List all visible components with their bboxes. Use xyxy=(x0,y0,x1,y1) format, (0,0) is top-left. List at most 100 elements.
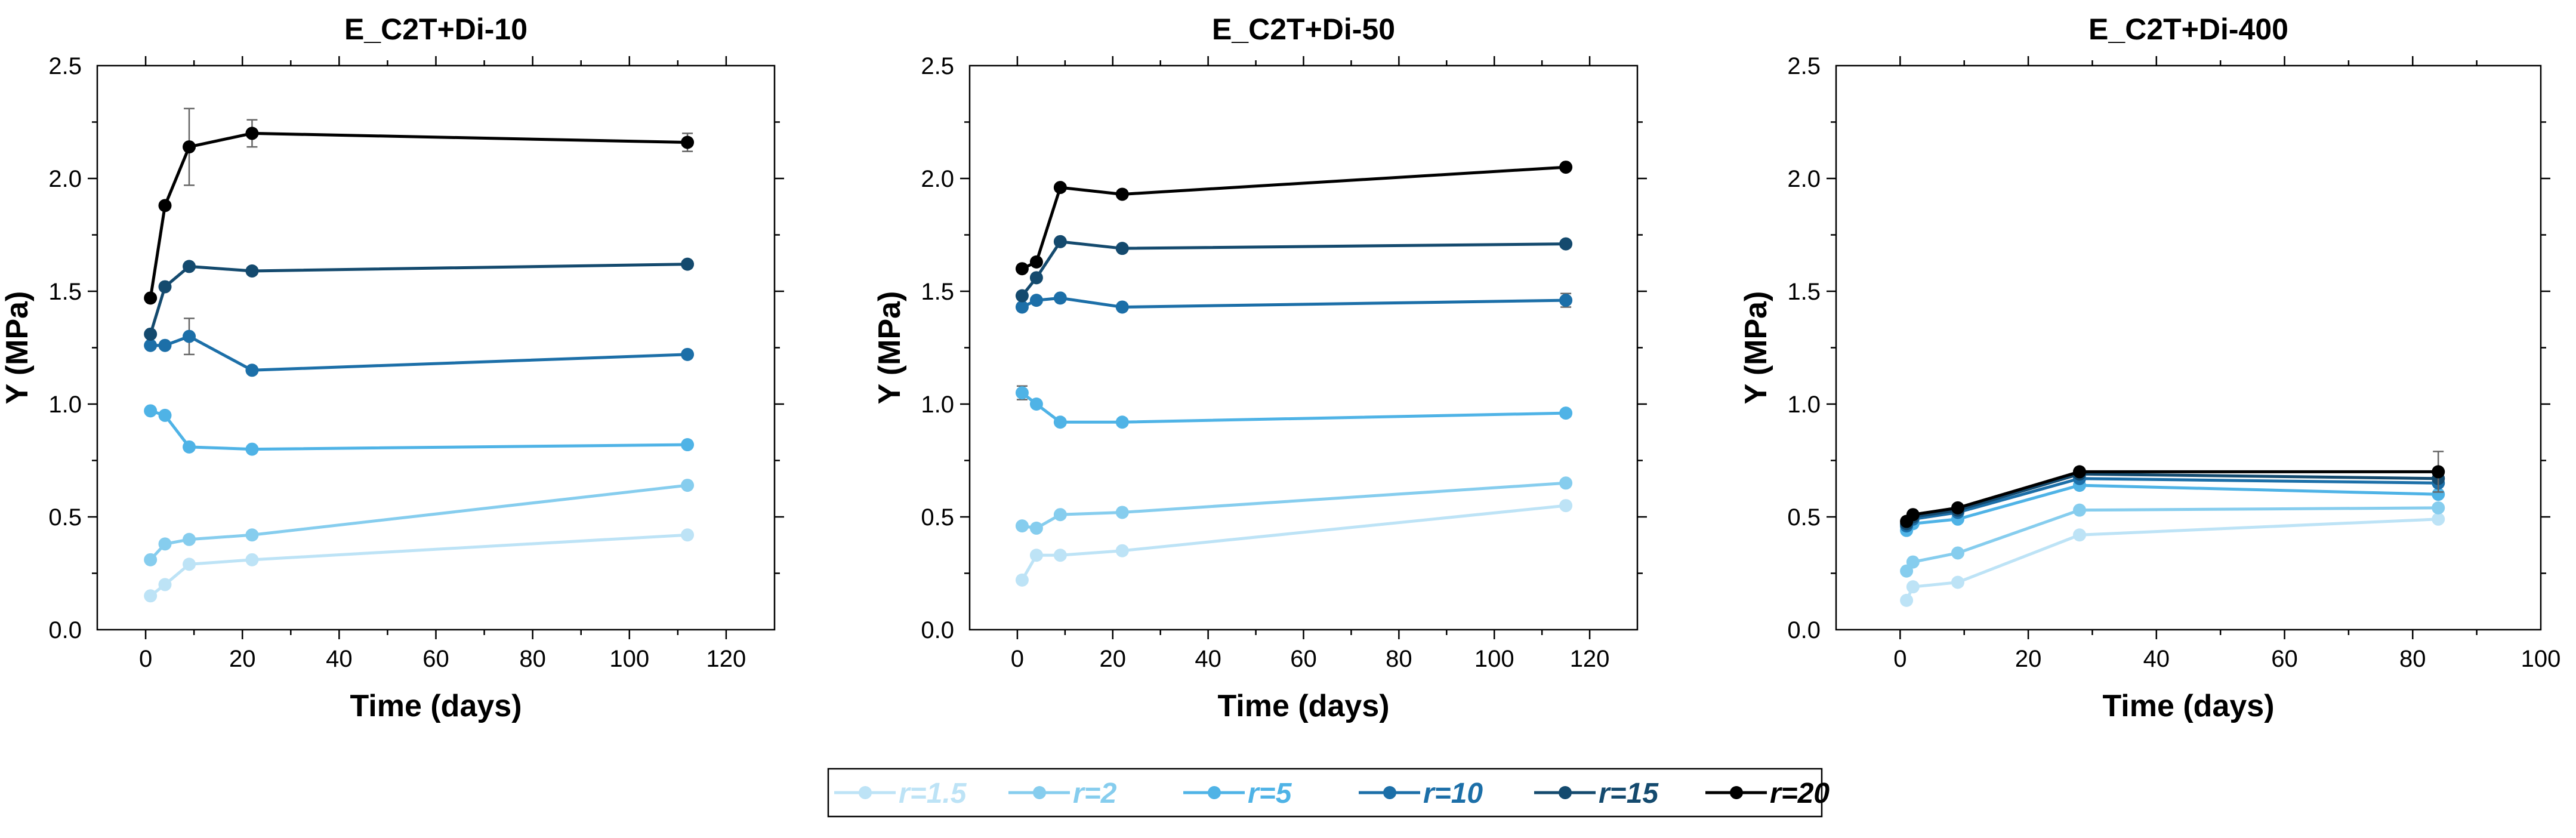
panel-title: E_C2T+Di-400 xyxy=(2088,13,2288,46)
data-point xyxy=(144,291,158,305)
data-point xyxy=(1900,593,1914,607)
data-point xyxy=(1951,575,1964,589)
x-tick-label: 20 xyxy=(2015,646,2042,672)
x-tick-label: 40 xyxy=(2143,646,2170,672)
data-point xyxy=(1029,398,1043,411)
series-line xyxy=(150,335,688,372)
y-tick-label: 1.0 xyxy=(1787,392,1821,418)
y-axis-label: Y (MPa) xyxy=(0,291,35,405)
data-point xyxy=(158,199,172,212)
data-point xyxy=(1015,386,1029,400)
data-point xyxy=(1951,501,1964,514)
legend-label: r=5 xyxy=(1248,778,1292,809)
data-point xyxy=(1029,549,1043,562)
series-r-1-5 xyxy=(1900,512,2445,607)
data-point xyxy=(183,140,196,154)
x-axis-label: Time (days) xyxy=(350,689,522,723)
data-point xyxy=(1029,255,1043,269)
data-point xyxy=(1053,235,1067,248)
series-line xyxy=(1905,506,2439,572)
series-line xyxy=(1020,504,1566,581)
y-tick-label: 1.5 xyxy=(921,279,954,305)
data-point xyxy=(1053,181,1067,195)
axes: 0 20 40 60 80 100 120 0.0 0.5 1.0 1.5 2.0 2.5 xyxy=(921,53,1647,672)
y-tick-label: 0.5 xyxy=(1787,504,1821,531)
y-tick-label: 1.5 xyxy=(48,279,82,305)
x-tick-label: 80 xyxy=(1386,646,1412,672)
legend-box xyxy=(827,768,1823,818)
series-r-15 xyxy=(1900,467,2445,531)
data-point xyxy=(681,438,695,452)
data-point xyxy=(144,338,158,352)
data-point xyxy=(1053,508,1067,522)
legend-marker xyxy=(1208,786,1221,799)
data-point xyxy=(158,280,172,294)
panel-e-c2t-di-50: E_C2T+Di-50 0 20 40 60 80 100 120 0.0 0.5 1.0 1.5 2… xyxy=(872,13,1647,723)
data-point xyxy=(681,347,695,361)
data-point xyxy=(2072,503,2086,517)
legend-item-r-15: r=15 xyxy=(1534,778,1659,809)
series-r-20 xyxy=(1015,161,1573,276)
x-axis-label: Time (days) xyxy=(2102,689,2274,723)
data-point xyxy=(1053,549,1067,562)
data-point xyxy=(1559,237,1573,251)
x-tick-label: 20 xyxy=(229,646,256,672)
plot-frame xyxy=(96,64,776,631)
y-axis-label: Y (MPa) xyxy=(1739,291,1773,405)
data-point xyxy=(158,408,172,422)
axes: 0 20 40 60 80 100 0.0 0.5 1.0 1.5 2.0 2.5 xyxy=(1787,53,2560,672)
data-marks xyxy=(144,107,695,603)
y-tick-label: 0.5 xyxy=(48,504,82,531)
series-line xyxy=(1022,481,1566,530)
legend-item-r-1-5: r=1.5 xyxy=(834,778,967,809)
data-point xyxy=(1015,300,1029,314)
data-point xyxy=(245,528,259,542)
data-point xyxy=(245,363,259,377)
series-line xyxy=(1905,517,2439,601)
data-point xyxy=(1559,476,1573,490)
series-r-5 xyxy=(144,404,695,456)
y-tick-label: 0.0 xyxy=(48,617,82,643)
x-tick-label: 120 xyxy=(1570,646,1610,672)
data-point xyxy=(1015,289,1029,303)
data-point xyxy=(245,553,259,566)
data-point xyxy=(1559,161,1573,174)
y-tick-label: 1.0 xyxy=(48,392,82,418)
data-point xyxy=(681,528,695,542)
y-tick-label: 1.0 xyxy=(921,392,954,418)
legend-marker xyxy=(1730,786,1743,799)
x-axis-label: Time (days) xyxy=(1217,689,1389,723)
data-point xyxy=(183,557,196,571)
data-point xyxy=(245,127,259,140)
data-point xyxy=(1015,573,1029,587)
legend: r=1.5 r=2 r=5 r=10 r=15 r=20 xyxy=(827,768,1830,818)
x-tick-label: 80 xyxy=(2399,646,2426,672)
series-r-15 xyxy=(1015,235,1573,303)
y-tick-label: 0.0 xyxy=(1787,617,1821,643)
x-tick-label: 120 xyxy=(707,646,746,672)
legend-item-r-20: r=20 xyxy=(1705,778,1830,809)
data-point xyxy=(1053,291,1067,305)
series-r-2 xyxy=(1900,501,2445,578)
data-point xyxy=(183,532,196,546)
data-point xyxy=(1053,415,1067,429)
series-r-1-5 xyxy=(1015,499,1573,587)
series-line xyxy=(149,483,688,561)
x-tick-label: 100 xyxy=(1474,646,1514,672)
series-r-1-5 xyxy=(144,528,695,603)
y-tick-label: 0.5 xyxy=(921,504,954,531)
series-line xyxy=(149,533,688,597)
x-tick-label: 60 xyxy=(1290,646,1317,672)
data-point xyxy=(1115,544,1129,557)
data-point xyxy=(1115,242,1129,255)
x-tick-label: 100 xyxy=(609,646,649,672)
data-point xyxy=(1015,262,1029,276)
data-point xyxy=(158,578,172,591)
legend-item-r-5: r=5 xyxy=(1183,778,1292,809)
data-point xyxy=(1115,300,1129,314)
y-tick-label: 2.0 xyxy=(48,166,82,192)
axes: 0 20 40 60 80 100 120 0.0 0.5 1.0 1.5 2.0 2.5 xyxy=(48,53,784,672)
data-point xyxy=(2432,512,2445,526)
data-point xyxy=(158,338,172,352)
x-tick-label: 40 xyxy=(1195,646,1221,672)
